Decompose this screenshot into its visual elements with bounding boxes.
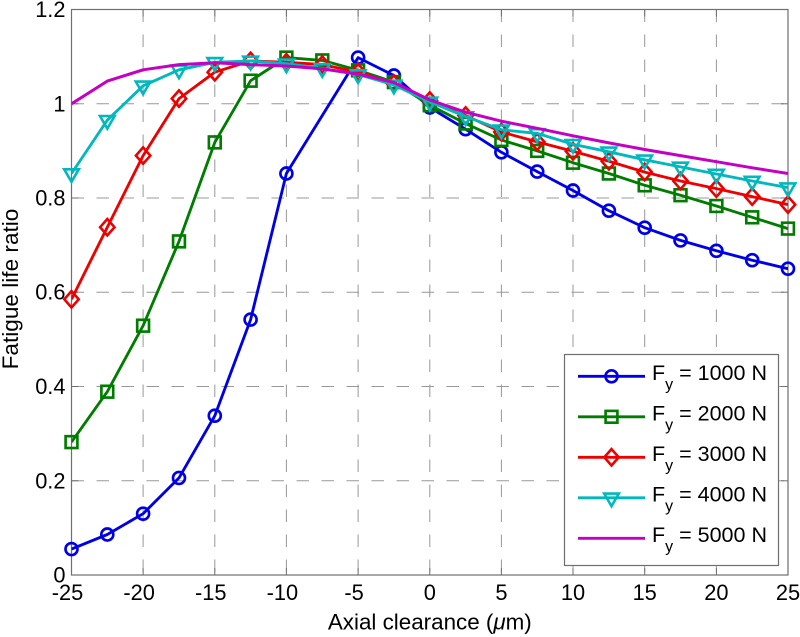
svg-text:1.2: 1.2 (35, 0, 65, 22)
svg-text:0.2: 0.2 (35, 468, 65, 493)
svg-text:0.8: 0.8 (35, 186, 65, 211)
svg-text:0: 0 (424, 580, 436, 605)
svg-text:-5: -5 (344, 580, 363, 605)
svg-text:20: 20 (704, 580, 728, 605)
svg-text:-25: -25 (52, 580, 84, 605)
svg-text:0.6: 0.6 (35, 280, 65, 305)
svg-text:10: 10 (561, 580, 585, 605)
svg-text:-20: -20 (123, 580, 155, 605)
svg-text:-15: -15 (195, 580, 227, 605)
svg-text:0: 0 (53, 563, 65, 588)
svg-text:5: 5 (495, 580, 507, 605)
svg-text:Fy = 4000 N: Fy = 4000 N (652, 482, 767, 515)
svg-text:Fatigue life ratio: Fatigue life ratio (0, 209, 23, 370)
svg-text:Fy = 2000 N: Fy = 2000 N (652, 401, 767, 434)
svg-text:Axial clearance (μm): Axial clearance (μm) (328, 610, 532, 635)
svg-text:25: 25 (776, 580, 800, 605)
svg-text:1: 1 (53, 91, 65, 116)
svg-text:15: 15 (633, 580, 657, 605)
svg-text:0.4: 0.4 (35, 374, 65, 399)
svg-text:-10: -10 (267, 580, 299, 605)
